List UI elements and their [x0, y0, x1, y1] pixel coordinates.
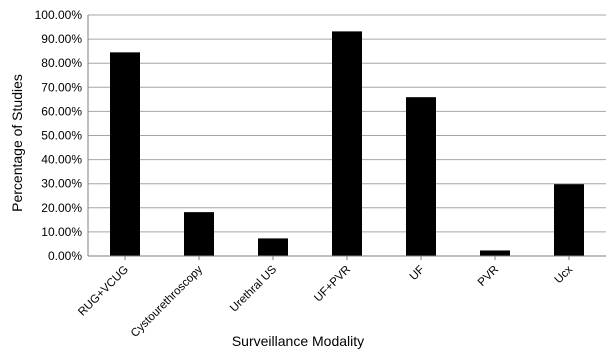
bar — [258, 238, 288, 256]
x-axis-title: Surveillance Modality — [232, 333, 364, 349]
axes — [87, 15, 606, 260]
x-tick-label: Ucx — [553, 263, 576, 286]
x-tick-label: PVR — [476, 264, 501, 289]
y-tick-label: 70.00% — [41, 80, 82, 94]
y-tick-label: 100.00% — [35, 8, 83, 22]
bar — [480, 250, 510, 256]
y-tick-label: 10.00% — [41, 225, 82, 239]
y-tick-label: 20.00% — [41, 201, 82, 215]
y-tick-label: 80.00% — [41, 56, 82, 70]
x-tick-label: Urethral US — [228, 263, 279, 314]
y-tick-label: 30.00% — [41, 177, 82, 191]
y-axis-title: Percentage of Studies — [9, 74, 25, 212]
x-tick-label: RUG+VCUG — [76, 264, 131, 319]
y-tick-label: 60.00% — [41, 104, 82, 118]
bar — [406, 97, 436, 256]
y-tick-label: 50.00% — [41, 129, 82, 143]
x-tick-label: Cystourethroscopy — [129, 263, 205, 339]
y-tick-labels: 0.00% 10.00% 20.00% 30.00% 40.00% 50.00% 60.00… — [35, 8, 83, 263]
y-tick-label: 90.00% — [41, 32, 82, 46]
bar — [110, 52, 140, 257]
bar — [554, 184, 584, 256]
x-tick-label: UF — [408, 264, 427, 283]
bars — [110, 31, 584, 257]
bar — [184, 212, 214, 256]
x-tick-label: UF+PVR — [312, 264, 353, 305]
y-tick-label: 0.00% — [48, 249, 82, 263]
bar — [332, 31, 362, 256]
y-tick-label: 40.00% — [41, 153, 82, 167]
